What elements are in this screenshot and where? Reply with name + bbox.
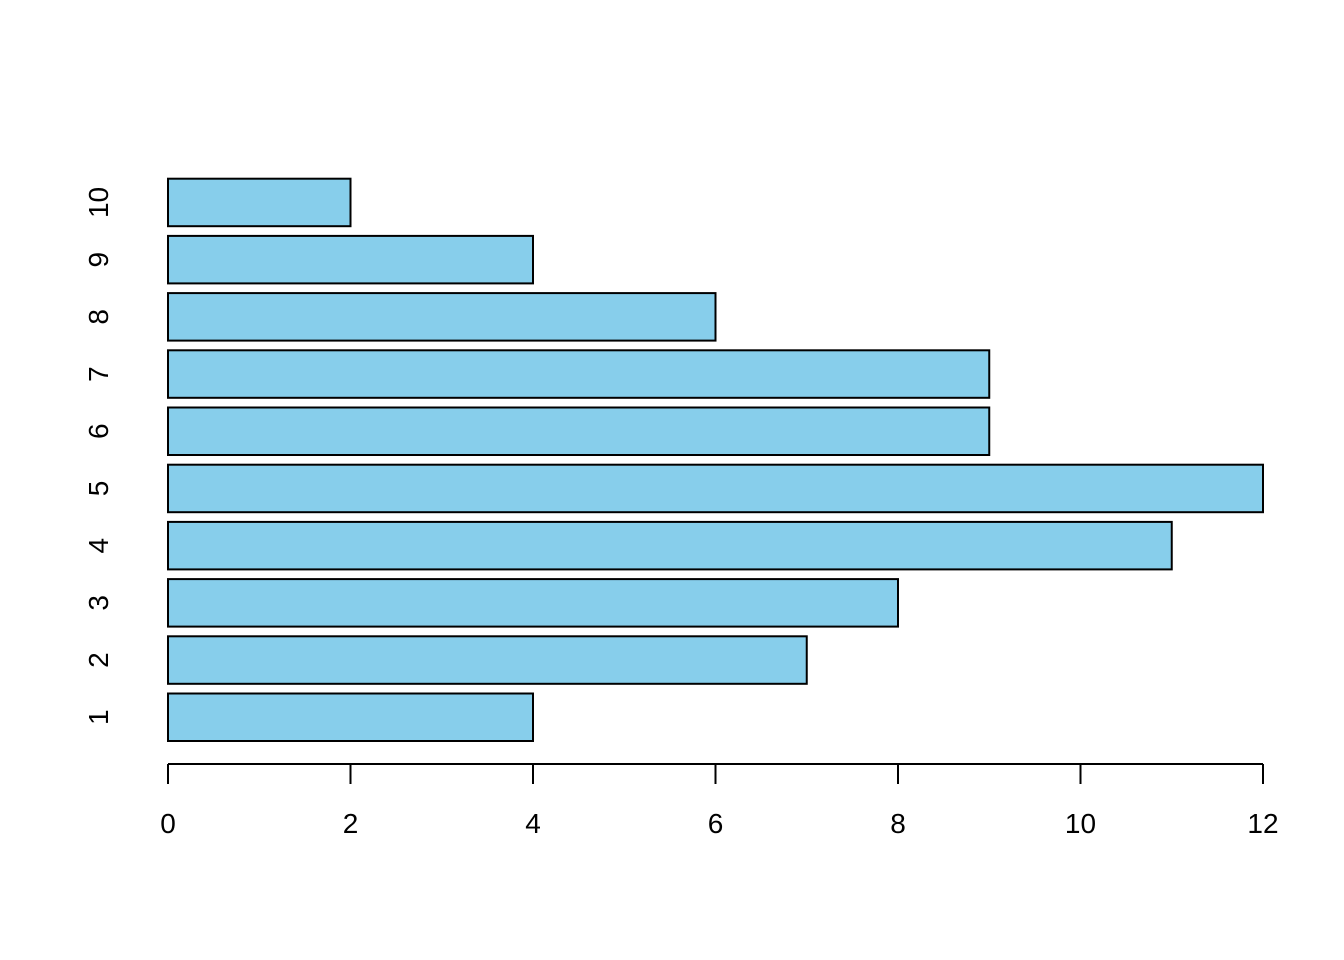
bars-layer	[167, 177, 1264, 742]
y-tick-label-8: 8	[83, 309, 114, 325]
y-tick-label-1: 1	[83, 709, 114, 725]
bar-4	[167, 520, 1173, 571]
y-axis: 1 2 3 4 5 6 7 8 9 10	[83, 187, 114, 725]
x-tick-label-12: 12	[1247, 808, 1278, 839]
y-tick-label-4: 4	[83, 538, 114, 554]
x-tick-label-8: 8	[890, 808, 906, 839]
x-tick-label-6: 6	[708, 808, 724, 839]
y-tick-label-10: 10	[83, 187, 114, 218]
y-tick-label-9: 9	[83, 252, 114, 268]
bar-3	[167, 578, 899, 628]
bar-10	[167, 177, 352, 228]
y-tick-label-2: 2	[83, 652, 114, 668]
x-tick-label-0: 0	[160, 808, 176, 839]
x-tick-label-4: 4	[525, 808, 541, 839]
x-tick-label-10: 10	[1065, 808, 1096, 839]
y-tick-label-5: 5	[83, 481, 114, 497]
bar-9	[167, 234, 534, 285]
x-tick-label-2: 2	[343, 808, 359, 839]
bar-7	[167, 349, 991, 399]
bar-8	[167, 292, 717, 342]
y-tick-label-6: 6	[83, 423, 114, 439]
x-axis: 0 2 4 6 8 10 12	[160, 763, 1279, 839]
bar-6	[167, 406, 991, 456]
y-tick-label-3: 3	[83, 595, 114, 611]
y-tick-label-7: 7	[83, 366, 114, 382]
bar-5	[167, 463, 1264, 514]
bar-2	[167, 635, 808, 685]
bar-1	[167, 692, 534, 742]
